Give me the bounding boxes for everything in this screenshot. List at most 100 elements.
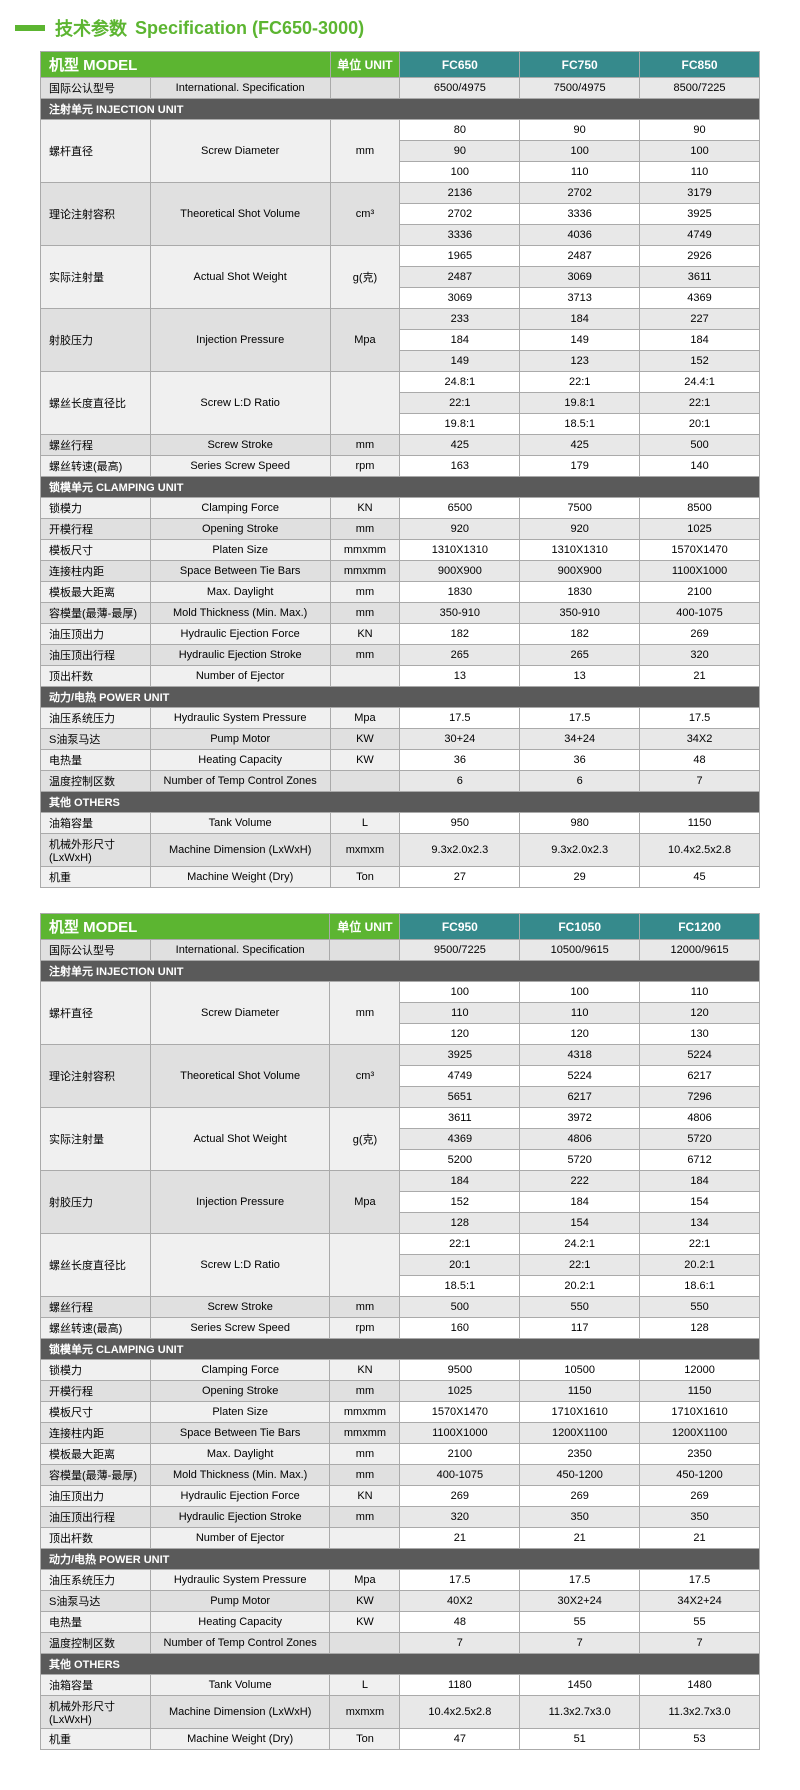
- cell-value: 350-910: [400, 603, 520, 624]
- cell-value: 184: [400, 330, 520, 351]
- cell-value: 10.4x2.5x2.8: [400, 1696, 520, 1729]
- cell-value: 184: [520, 309, 640, 330]
- row-label-cn: 温度控制区数: [41, 1633, 151, 1654]
- row-label-en: Series Screw Speed: [150, 456, 330, 477]
- cell-value: 7: [640, 1633, 760, 1654]
- row-label-en: Number of Ejector: [150, 666, 330, 687]
- cell-value: 1025: [640, 519, 760, 540]
- title-cn: 技术参数: [55, 15, 127, 41]
- cell-value: 110: [640, 982, 760, 1003]
- cell-value: 320: [400, 1507, 520, 1528]
- unit-cell: mmxmm: [330, 1402, 400, 1423]
- cell-value: 17.5: [400, 1570, 520, 1591]
- row-label-cn: 射胶压力: [41, 1171, 151, 1234]
- cell-value: 17.5: [640, 1570, 760, 1591]
- row-label-en: Machine Weight (Dry): [150, 867, 330, 888]
- cell-value: 3179: [640, 183, 760, 204]
- cell-value: 450-1200: [640, 1465, 760, 1486]
- cell-value: 117: [520, 1318, 640, 1339]
- cell-value: 160: [400, 1318, 520, 1339]
- cell-value: 11.3x2.7x3.0: [520, 1696, 640, 1729]
- section-header: 其他 OTHERS: [41, 792, 760, 813]
- row-label-cn: 模板尺寸: [41, 1402, 151, 1423]
- cell-value: 184: [640, 330, 760, 351]
- unit-cell: mm: [330, 603, 400, 624]
- cell-value: 17.5: [520, 1570, 640, 1591]
- cell-value: 3925: [400, 1045, 520, 1066]
- cell-value: 3925: [640, 204, 760, 225]
- cell-value: 120: [520, 1024, 640, 1045]
- row-label-en: Space Between Tie Bars: [150, 1423, 330, 1444]
- cell-value: 22:1: [400, 1234, 520, 1255]
- row-label-en: Heating Capacity: [150, 750, 330, 771]
- cell-value: 110: [640, 162, 760, 183]
- row-label-cn: 开模行程: [41, 519, 151, 540]
- row-label-en: Hydraulic Ejection Stroke: [150, 1507, 330, 1528]
- cell-value: 9.3x2.0x2.3: [400, 834, 520, 867]
- cell-value: 8500/7225: [640, 78, 760, 99]
- cell-value: 22:1: [640, 393, 760, 414]
- model-col-header: FC750: [520, 52, 640, 78]
- cell-value: 4318: [520, 1045, 640, 1066]
- row-label-cn: 国际公认型号: [41, 78, 151, 99]
- row-label-en: Hydraulic Ejection Force: [150, 624, 330, 645]
- cell-value: 22:1: [520, 372, 640, 393]
- cell-value: 12000/9615: [640, 940, 760, 961]
- cell-value: 19.8:1: [400, 414, 520, 435]
- cell-value: 51: [520, 1729, 640, 1750]
- cell-value: 123: [520, 351, 640, 372]
- cell-value: 55: [520, 1612, 640, 1633]
- cell-value: 269: [640, 1486, 760, 1507]
- cell-value: 120: [640, 1003, 760, 1024]
- cell-value: 34X2+24: [640, 1591, 760, 1612]
- unit-cell: [330, 771, 400, 792]
- spec-tables: 机型 MODEL单位 UNITFC650FC750FC850国际公认型号Inte…: [15, 51, 785, 1750]
- row-label-cn: 螺丝长度直径比: [41, 1234, 151, 1297]
- cell-value: 45: [640, 867, 760, 888]
- unit-header: 单位 UNIT: [330, 52, 400, 78]
- unit-cell: rpm: [330, 456, 400, 477]
- cell-value: 10500: [520, 1360, 640, 1381]
- unit-cell: mm: [330, 1381, 400, 1402]
- row-label-cn: 油压系统压力: [41, 708, 151, 729]
- cell-value: 19.8:1: [520, 393, 640, 414]
- cell-value: 134: [640, 1213, 760, 1234]
- cell-value: 48: [640, 750, 760, 771]
- cell-value: 163: [400, 456, 520, 477]
- row-label-en: Number of Temp Control Zones: [150, 1633, 330, 1654]
- unit-cell: mm: [330, 519, 400, 540]
- cell-value: 22:1: [520, 1255, 640, 1276]
- cell-value: 3972: [520, 1108, 640, 1129]
- cell-value: 980: [520, 813, 640, 834]
- cell-value: 550: [640, 1297, 760, 1318]
- cell-value: 1025: [400, 1381, 520, 1402]
- unit-cell: KW: [330, 1612, 400, 1633]
- cell-value: 4806: [520, 1129, 640, 1150]
- cell-value: 5720: [640, 1129, 760, 1150]
- row-label-cn: 连接柱内距: [41, 561, 151, 582]
- cell-value: 17.5: [520, 708, 640, 729]
- title-bar-icon: [15, 25, 45, 31]
- section-header: 锁模单元 CLAMPING UNIT: [41, 1339, 760, 1360]
- cell-value: 6500: [400, 498, 520, 519]
- cell-value: 425: [520, 435, 640, 456]
- cell-value: 400-1075: [640, 603, 760, 624]
- cell-value: 120: [400, 1024, 520, 1045]
- row-label-en: Injection Pressure: [150, 309, 330, 372]
- row-label-cn: 机械外形尺寸(LxWxH): [41, 1696, 151, 1729]
- cell-value: 90: [400, 141, 520, 162]
- cell-value: 3713: [520, 288, 640, 309]
- cell-value: 4806: [640, 1108, 760, 1129]
- cell-value: 20.2:1: [520, 1276, 640, 1297]
- cell-value: 900X900: [400, 561, 520, 582]
- unit-header: 单位 UNIT: [330, 914, 400, 940]
- cell-value: 233: [400, 309, 520, 330]
- cell-value: 53: [640, 1729, 760, 1750]
- cell-value: 12000: [640, 1360, 760, 1381]
- cell-value: 1150: [640, 813, 760, 834]
- cell-value: 269: [520, 1486, 640, 1507]
- row-label-cn: 油箱容量: [41, 1675, 151, 1696]
- row-label-en: Platen Size: [150, 540, 330, 561]
- row-label-en: International. Specification: [150, 940, 330, 961]
- row-label-cn: 温度控制区数: [41, 771, 151, 792]
